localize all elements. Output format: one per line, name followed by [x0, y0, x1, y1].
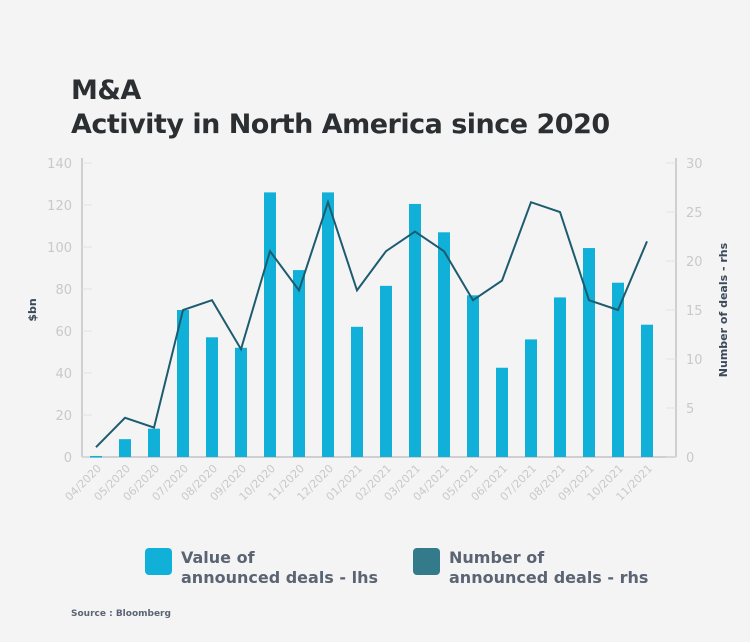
- chart: 0 20 40 60 80 100 120 140 0 5 10 15 20 25 30 $bn Number …: [26, 157, 730, 504]
- bar: [380, 285, 392, 457]
- bar: [90, 455, 102, 458]
- chart-title: M&A Activity in North America since 2020: [71, 74, 610, 142]
- bar: [148, 428, 160, 457]
- left-tick-label: 40: [55, 367, 72, 382]
- bar: [264, 192, 276, 457]
- left-tick-label: 60: [55, 325, 72, 340]
- bar: [206, 337, 218, 457]
- right-tick-label: 0: [686, 451, 694, 466]
- right-tick-label: 10: [686, 353, 703, 368]
- left-tick-label: 100: [47, 241, 72, 256]
- bar: [467, 295, 479, 457]
- bar: [438, 232, 450, 457]
- title-line-1: M&A: [71, 75, 141, 106]
- right-axis-title: Number of deals - rhs: [717, 242, 730, 377]
- title-line-2: Activity in North America since 2020: [71, 109, 610, 140]
- left-tick-label: 120: [47, 199, 72, 214]
- deals-line: [95, 198, 648, 448]
- bar: [235, 347, 247, 457]
- bar-series: [90, 192, 653, 458]
- right-tick-label: 30: [686, 157, 703, 172]
- right-tick-label: 20: [686, 255, 703, 270]
- left-tick-label: 0: [64, 451, 72, 466]
- bar: [322, 192, 334, 457]
- left-tick-label: 140: [47, 157, 72, 172]
- line-series: [95, 198, 648, 448]
- bar: [351, 326, 363, 457]
- bar: [409, 203, 421, 457]
- right-tick-label: 15: [686, 304, 703, 319]
- bar: [641, 324, 653, 457]
- legend-swatch-number: [413, 548, 440, 575]
- x-axis-labels: 04/202005/202006/202007/202008/202009/20…: [63, 462, 656, 504]
- bar: [293, 270, 305, 457]
- legend-item-number: Number of announced deals - rhs: [413, 548, 689, 588]
- bar: [496, 367, 508, 457]
- bar: [554, 297, 566, 457]
- bar: [525, 339, 537, 457]
- bar: [177, 310, 189, 457]
- legend-label-value: Value of announced deals - lhs: [181, 548, 378, 587]
- left-axis-title: $bn: [26, 298, 39, 321]
- left-tick-label: 80: [55, 283, 72, 298]
- left-tick-label: 20: [55, 409, 72, 424]
- bar: [119, 439, 131, 457]
- bar: [612, 282, 624, 457]
- legend-swatch-value: [145, 548, 172, 575]
- source-note: Source : Bloomberg: [71, 609, 171, 619]
- legend-label-number: Number of announced deals - rhs: [449, 548, 649, 587]
- right-tick-label: 5: [686, 402, 694, 417]
- bar: [583, 248, 595, 457]
- right-tick-label: 25: [686, 206, 703, 221]
- legend-item-value: Value of announced deals - lhs: [145, 548, 421, 588]
- axes: 0 20 40 60 80 100 120 140 0 5 10 15 20 25 30 $bn Number …: [26, 157, 730, 466]
